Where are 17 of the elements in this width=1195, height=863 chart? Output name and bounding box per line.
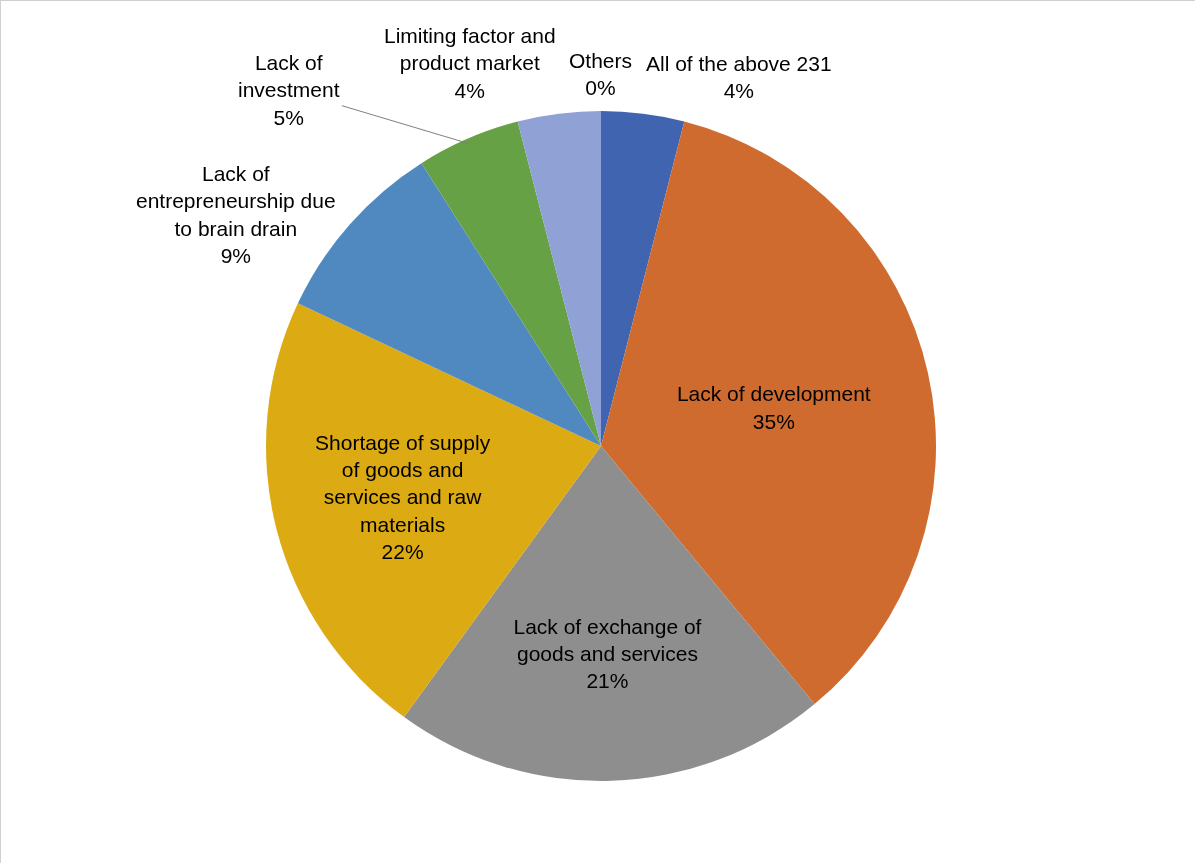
text: 0%: [585, 76, 616, 100]
data-label: 5%: [273, 105, 304, 129]
slice-label: All of the above 231: [646, 52, 832, 75]
data-label: 35%: [752, 409, 795, 433]
data-label: 9%: [220, 243, 252, 267]
data-label: 4%: [723, 79, 754, 103]
slice-label: Lack of exchange of goods and services: [513, 614, 702, 666]
slice-label: Shortage of supply of goods and services and raw materials: [315, 430, 491, 536]
slice-label: Lack of investment: [238, 51, 340, 102]
category-label: Others: [569, 49, 633, 72]
pie-slice: [517, 111, 601, 446]
slice-label: Lack of development: [676, 382, 871, 406]
slice-label: Limiting factor and product market: [384, 24, 556, 75]
data-label: 4%: [454, 78, 485, 102]
data-label: 22%: [381, 539, 424, 563]
slice-label: Lack of entrepreneurship due to brain drain: [136, 162, 336, 240]
data-label: 21%: [586, 669, 629, 693]
